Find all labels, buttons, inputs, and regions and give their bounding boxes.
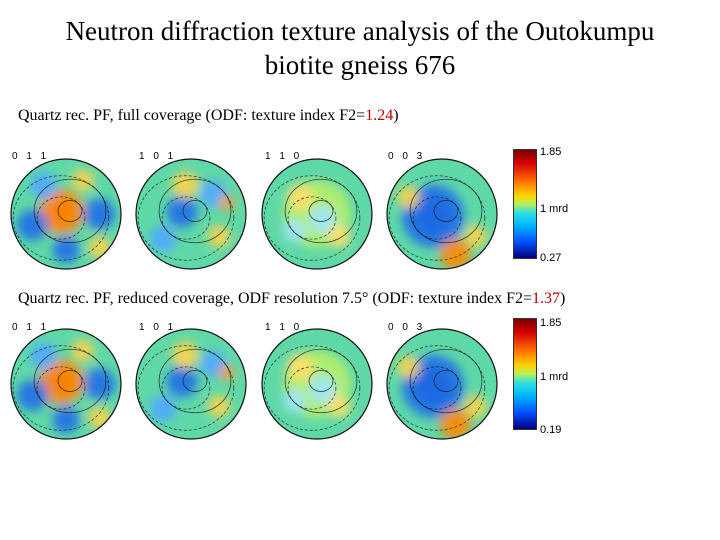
row2-texture-index: 1.37 (532, 290, 561, 307)
row1-pf-label-2: 1 0 1 (139, 151, 177, 162)
title-line-1: Neutron diffraction texture analysis of … (65, 16, 655, 46)
row2-pf-label-4: 0 0 3 (388, 322, 426, 333)
row2-colorbar-min: 0.19 (540, 424, 562, 436)
row1-pole-figure-011 (10, 158, 122, 270)
title-line-2: biotite gneiss 676 (264, 50, 456, 80)
row1-pf-label-3: 1 1 0 (265, 151, 303, 162)
row2-caption-text: Quartz rec. PF, reduced coverage, ODF re… (18, 290, 533, 307)
row1-colorbar (513, 149, 537, 259)
row2-pole-figure-011 (10, 328, 122, 440)
row2-caption: Quartz rec. PF, reduced coverage, ODF re… (18, 289, 565, 309)
row1-pole-figure-110 (261, 158, 373, 270)
row2-caption-end: ) (560, 290, 566, 307)
row1-caption-end: ) (393, 107, 399, 124)
row2-colorbar-mid: 1 mrd (540, 371, 569, 383)
row1-colorbar-max: 1.85 (540, 146, 562, 158)
row1-pole-figure-003 (386, 158, 498, 270)
row1-pole-figure-101 (135, 158, 247, 270)
row2-pole-figure-101 (135, 328, 247, 440)
row2-colorbar-max: 1.85 (540, 317, 562, 329)
row1-pf-label-1: 0 1 1 (12, 151, 50, 162)
row1-colorbar-min: 0.27 (540, 252, 562, 264)
row1-caption: Quartz rec. PF, full coverage (ODF: text… (18, 106, 399, 126)
row2-pf-label-2: 1 0 1 (139, 322, 177, 333)
row1-pf-label-4: 0 0 3 (388, 151, 426, 162)
row2-pf-label-3: 1 1 0 (265, 322, 303, 333)
row1-colorbar-mid: 1 mrd (540, 203, 569, 215)
row2-pole-figure-110 (261, 328, 373, 440)
row1-caption-text: Quartz rec. PF, full coverage (ODF: text… (18, 107, 366, 124)
page-title: Neutron diffraction texture analysis of … (0, 14, 720, 82)
row2-pf-label-1: 0 1 1 (12, 322, 50, 333)
row1-texture-index: 1.24 (365, 107, 394, 124)
row2-pole-figure-003 (386, 328, 498, 440)
row2-colorbar (513, 318, 537, 430)
